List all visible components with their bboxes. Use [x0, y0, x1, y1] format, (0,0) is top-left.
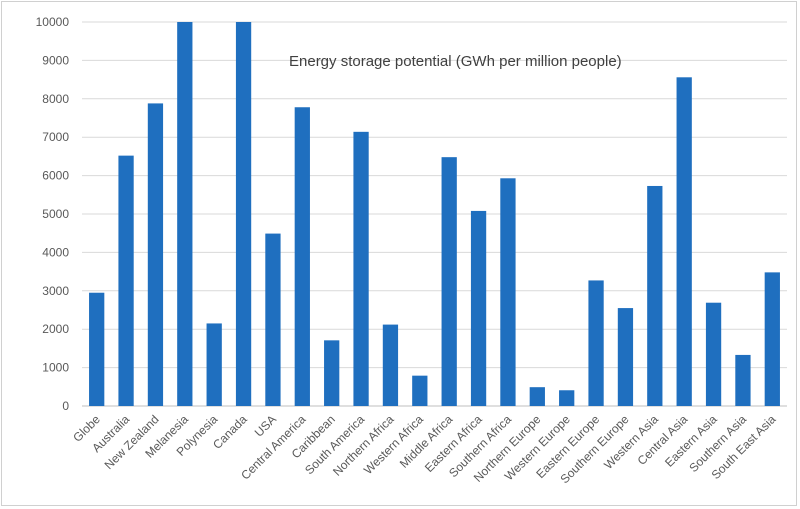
y-tick-label: 6000: [42, 169, 69, 183]
bar: [294, 107, 310, 407]
bar: [647, 185, 663, 406]
bar: [89, 292, 105, 406]
bar: [441, 157, 457, 406]
bar: [412, 375, 428, 406]
bar: [529, 387, 545, 406]
y-tick-label: 3000: [42, 284, 69, 298]
y-tick-label: 5000: [42, 207, 69, 221]
y-tick-label: 9000: [42, 53, 69, 67]
y-tick-label: 4000: [42, 245, 69, 259]
bar: [617, 308, 634, 406]
bar: [764, 272, 780, 406]
chart-title: Energy storage potential (GWh per millio…: [289, 53, 622, 70]
bar: [588, 280, 604, 406]
bar: [470, 210, 487, 406]
bar: [705, 302, 722, 406]
y-tick-label: 2000: [42, 322, 69, 336]
bar: [118, 155, 134, 406]
bar: [206, 323, 222, 406]
bar: [353, 131, 369, 406]
bar: [676, 77, 692, 407]
bar: [147, 103, 164, 407]
bar: [559, 390, 575, 406]
y-tick-label: 0: [62, 399, 69, 413]
bar: [382, 324, 399, 406]
bar: [500, 178, 516, 406]
gridlines: [82, 21, 787, 407]
bar: [324, 340, 340, 406]
y-tick-label: 8000: [42, 92, 69, 106]
y-tick-label: 7000: [42, 130, 69, 144]
bar: [735, 354, 751, 406]
bar: [265, 233, 281, 406]
bar: [235, 22, 252, 406]
bar: [177, 22, 193, 406]
y-tick-label: 10000: [36, 15, 70, 29]
y-axis: 0 1000 2000 3000 4000 5000 6000 7000 8000 9000 100…: [36, 15, 70, 413]
bars: [89, 22, 780, 407]
y-tick-label: 1000: [42, 361, 69, 375]
